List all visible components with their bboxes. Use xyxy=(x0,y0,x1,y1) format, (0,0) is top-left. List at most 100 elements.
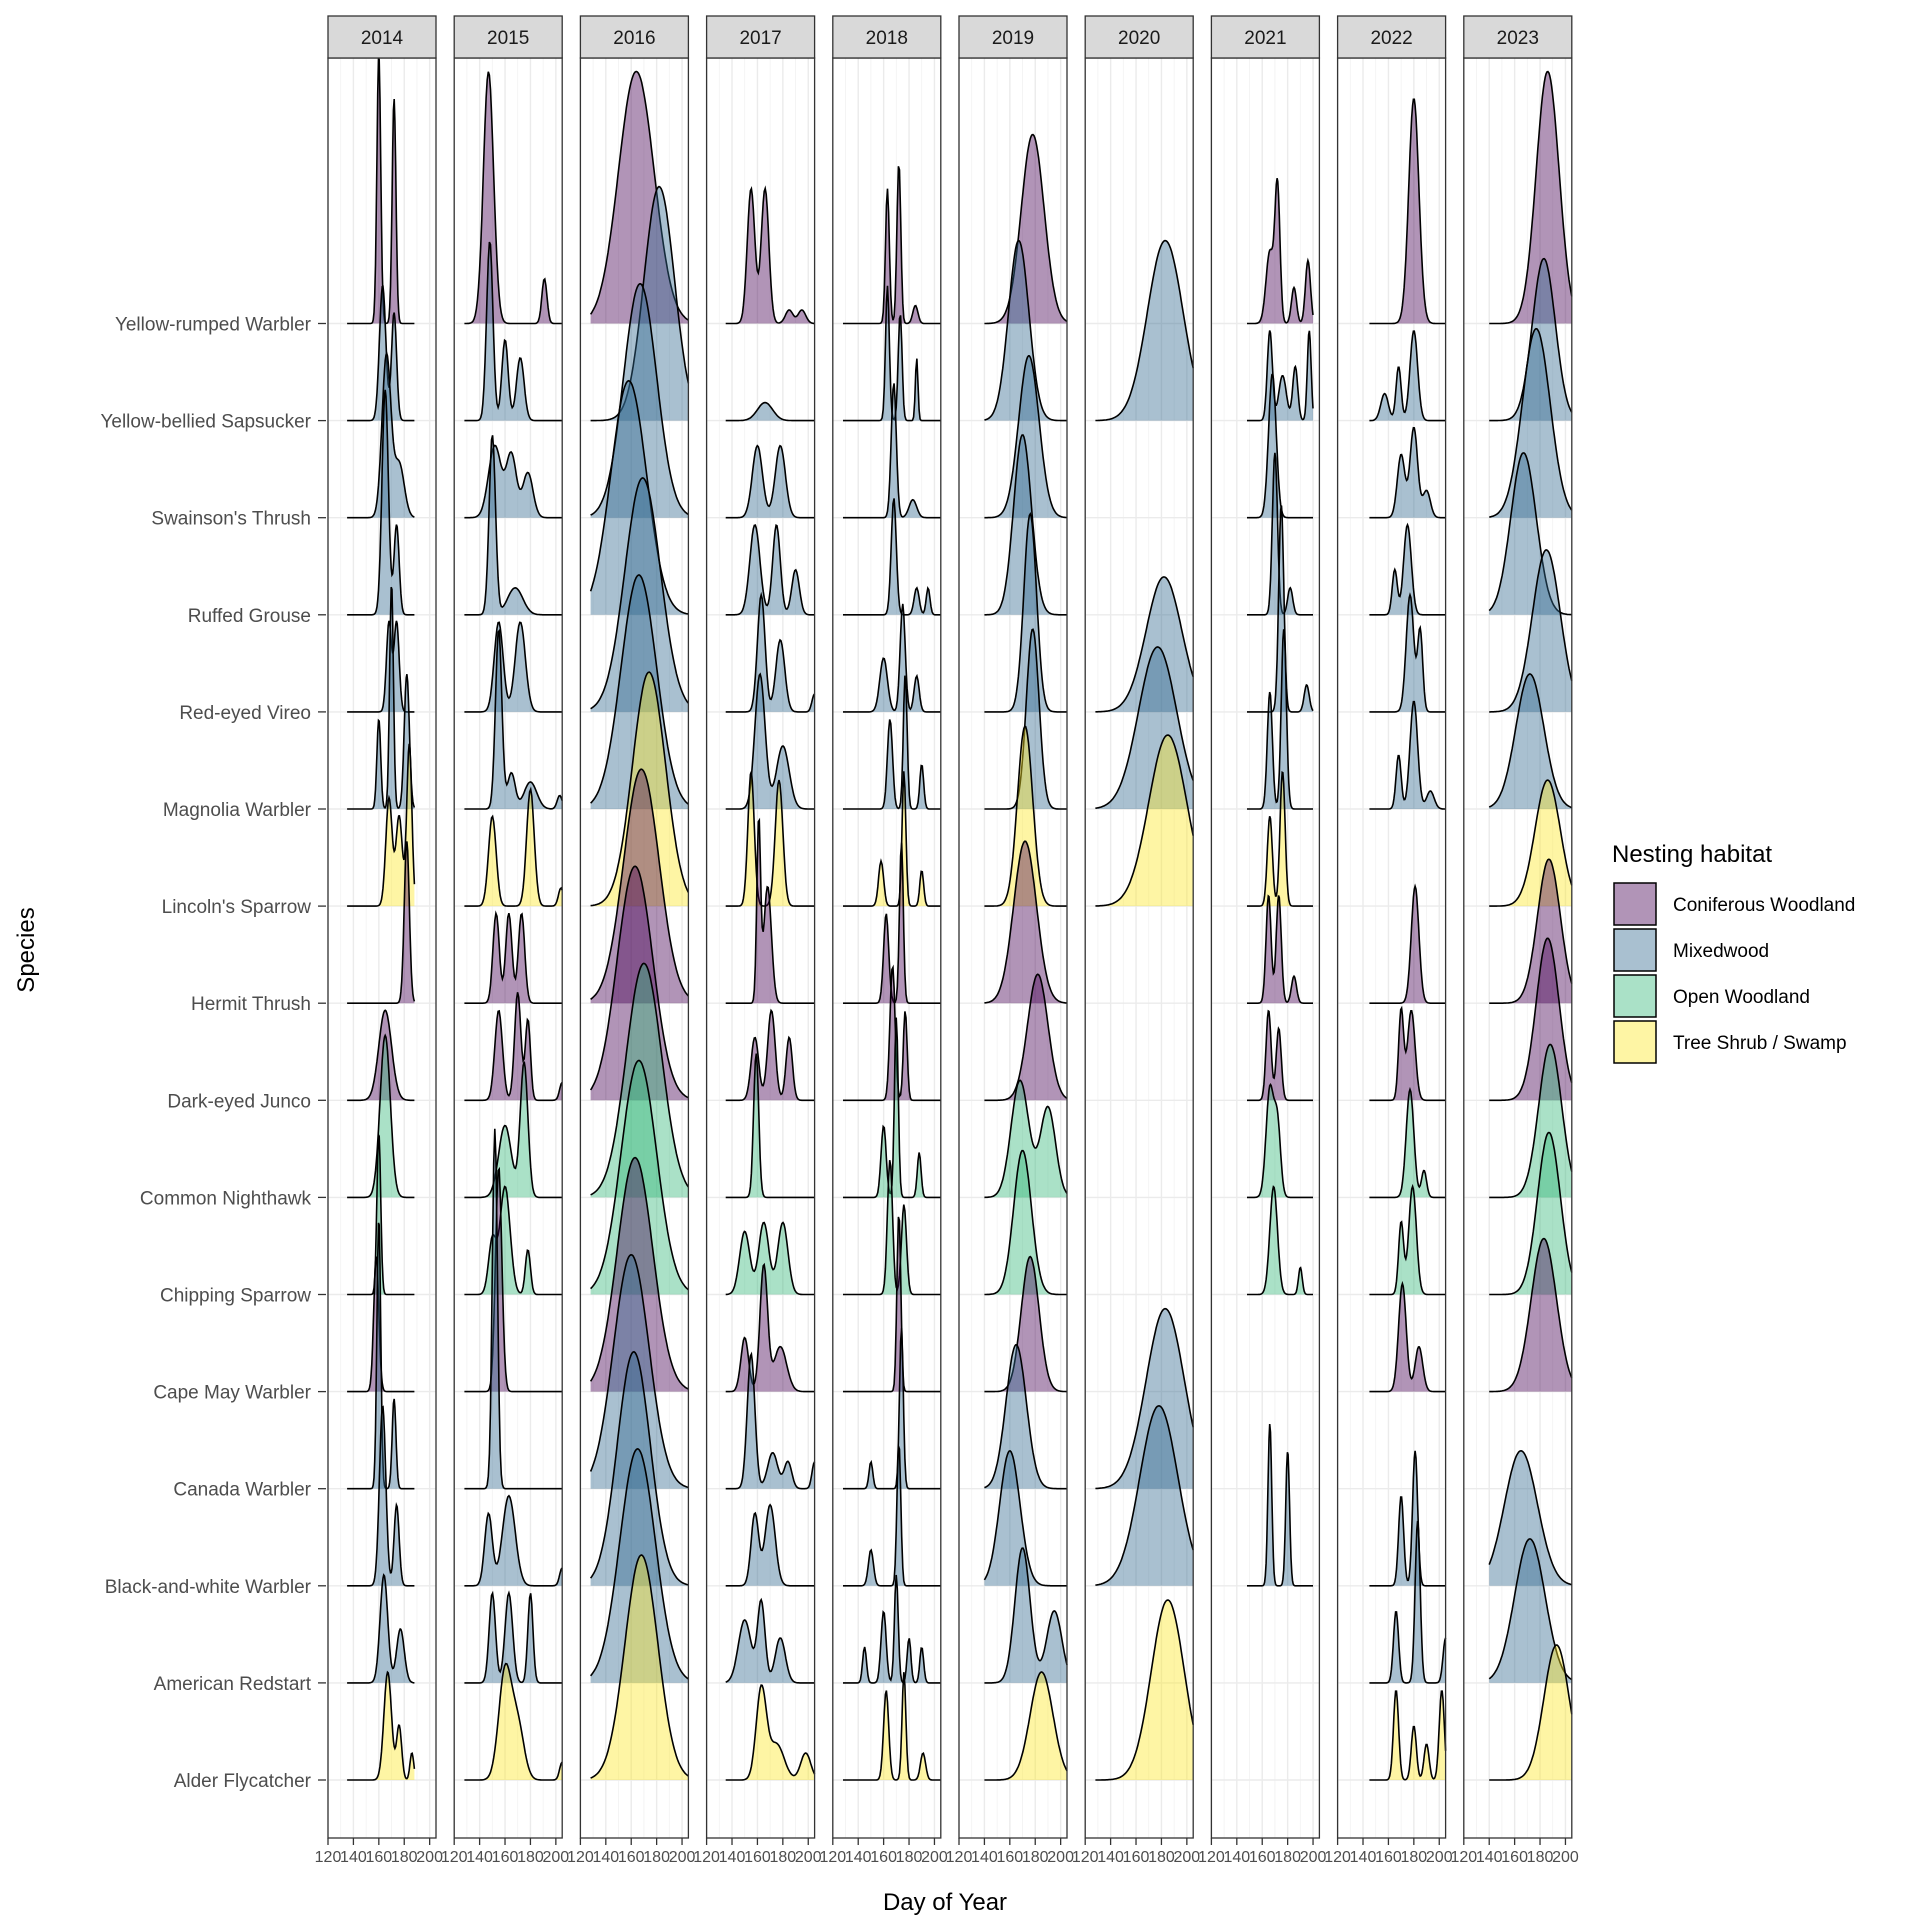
ridge-fill xyxy=(1489,452,1572,615)
ridge-line xyxy=(464,1662,563,1781)
ridge-line xyxy=(1369,330,1446,422)
ridge-line xyxy=(589,1350,689,1586)
ridge-fill xyxy=(984,726,1067,907)
facet-strip xyxy=(579,15,690,59)
x-tick-label: 180 xyxy=(1527,1849,1554,1866)
ridge-line xyxy=(984,1255,1067,1393)
x-tick-label: 120 xyxy=(1450,1849,1477,1866)
ridge-line xyxy=(347,285,415,422)
ridge-line xyxy=(725,1351,816,1490)
y-tick-label: Chipping Sparrow xyxy=(160,1286,311,1307)
x-tick-label: 140 xyxy=(719,1849,746,1866)
ridge-line xyxy=(1369,98,1446,325)
ridge-fill xyxy=(1247,1011,1313,1101)
x-tick-label: 160 xyxy=(618,1849,645,1866)
ridge-fill xyxy=(1095,735,1194,907)
x-tick-label: 140 xyxy=(845,1849,872,1866)
ridge-line xyxy=(843,1216,941,1393)
y-tick-label: Yellow-bellied Sapsucker xyxy=(100,412,311,433)
ridge-fill xyxy=(984,841,1067,1004)
ridge-fill xyxy=(590,477,689,712)
ridge-line xyxy=(347,1222,415,1490)
panel-background xyxy=(832,58,941,1838)
ridge-line xyxy=(843,675,941,810)
ridge-fill xyxy=(1247,895,1313,1004)
ridge-fill xyxy=(464,1186,563,1295)
ridge-line xyxy=(1247,1424,1313,1587)
panel-background xyxy=(1463,58,1572,1838)
ridge-fill xyxy=(590,769,689,1004)
ridge-fill xyxy=(1369,99,1446,324)
ridge-line xyxy=(590,477,690,710)
facet-strip-label: 2016 xyxy=(613,28,655,49)
facet-strip xyxy=(453,15,563,59)
ridge-line xyxy=(1247,372,1313,519)
ridge-line xyxy=(1489,257,1573,422)
ridge-line xyxy=(725,1221,815,1296)
y-axis-title: Species xyxy=(13,907,40,992)
ridge-line xyxy=(843,842,941,1004)
ridge-line xyxy=(1489,1131,1573,1296)
ridge-line xyxy=(1247,770,1313,907)
ridge-line xyxy=(590,1059,689,1291)
ridge-fill xyxy=(843,383,941,518)
ridge-fill xyxy=(1095,1600,1194,1780)
ridge-fill xyxy=(984,974,1067,1101)
ridge-fill xyxy=(347,1010,415,1101)
x-tick-label: 200 xyxy=(795,1849,822,1866)
ridge-line xyxy=(347,1132,415,1296)
ridge-line xyxy=(590,185,690,422)
ridge-fill xyxy=(464,622,563,712)
x-tick-label: 160 xyxy=(996,1849,1023,1866)
facet-strip-label: 2018 xyxy=(866,28,908,49)
ridge-line xyxy=(1489,70,1573,325)
ridge-fill xyxy=(347,1035,415,1198)
x-tick-label: 200 xyxy=(921,1849,948,1866)
x-tick-label: 120 xyxy=(693,1849,720,1866)
ridge-fill xyxy=(1369,1186,1446,1295)
ridge-line xyxy=(725,817,815,1004)
ridge-line xyxy=(1489,858,1573,1004)
ridge-line xyxy=(843,1574,941,1684)
facet-strip xyxy=(1084,15,1194,59)
ridge-fill xyxy=(984,1450,1067,1586)
x-tick-label: 180 xyxy=(769,1849,796,1866)
x-tick-label: 200 xyxy=(416,1849,443,1866)
ridge-line xyxy=(725,401,815,422)
facet-strip xyxy=(832,15,942,59)
facet-strip-label: 2023 xyxy=(1497,28,1539,49)
ridge-fill xyxy=(725,1010,815,1101)
ridge-line xyxy=(347,620,415,713)
ridge-fill xyxy=(1489,859,1572,1004)
ridge-fill xyxy=(590,1448,689,1683)
ridge-line xyxy=(1369,1520,1447,1684)
legend-key xyxy=(1613,1020,1657,1064)
y-tick-label: Canada Warbler xyxy=(173,1480,311,1501)
legend-label: Tree Shrub / Swamp xyxy=(1673,1033,1847,1054)
ridge-fill xyxy=(590,1254,689,1489)
ridge-line xyxy=(843,166,941,325)
facet-strip-label: 2014 xyxy=(361,28,404,49)
ridge-fill xyxy=(843,285,941,421)
ridge-line xyxy=(1247,452,1313,616)
ridge-line xyxy=(589,1156,689,1390)
ridge-line xyxy=(984,133,1068,325)
ridge-fill xyxy=(347,743,415,907)
ridge-fill xyxy=(843,1160,941,1295)
x-tick-label: 180 xyxy=(1022,1849,1049,1866)
legend-key xyxy=(1613,974,1657,1018)
ridge-fill xyxy=(347,620,415,712)
y-tick-label: Hermit Thrush xyxy=(191,994,311,1015)
ridge-line xyxy=(1489,549,1573,713)
legend-title: Nesting habitat xyxy=(1612,841,1772,868)
ridge-line xyxy=(1369,1086,1446,1199)
ridge-fill xyxy=(464,1663,563,1780)
facet-strip xyxy=(327,15,437,59)
ridge-line xyxy=(347,841,416,1004)
ridge-line xyxy=(590,282,689,516)
